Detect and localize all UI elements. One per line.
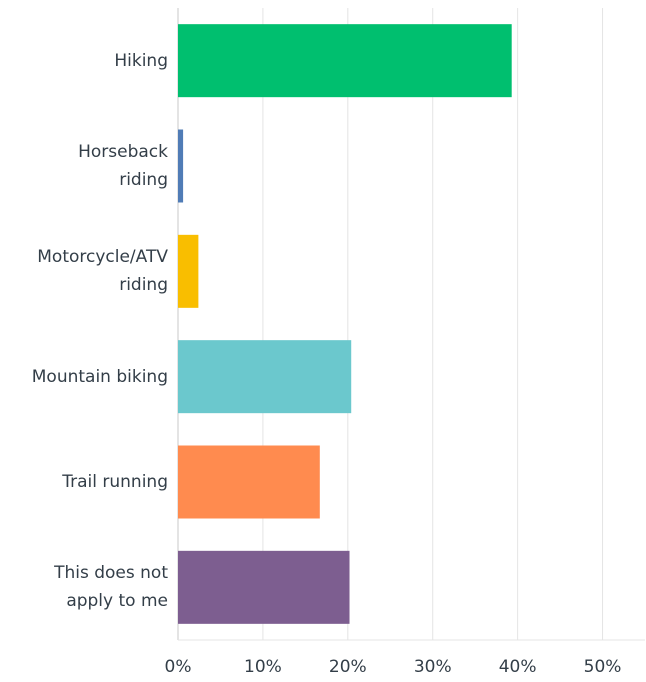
category-label: Motorcycle/ATV riding: [37, 247, 168, 296]
x-tick-label: 40%: [499, 657, 537, 677]
bar: [178, 340, 352, 414]
bar: [178, 129, 184, 203]
bar: [178, 445, 320, 519]
x-tick-label: 50%: [584, 657, 622, 677]
x-tick-label: 30%: [414, 657, 452, 677]
category-label: Hiking: [114, 50, 168, 71]
category-label: This does not apply to me: [54, 563, 168, 612]
category-label: Horseback riding: [78, 142, 168, 190]
category-label: Trail running: [62, 472, 168, 492]
x-tick-label: 0%: [165, 657, 192, 677]
bar: [178, 550, 350, 624]
category-label: Mountain biking: [31, 366, 168, 387]
bar: [178, 24, 512, 98]
bar: [178, 234, 199, 308]
x-tick-label: 10%: [244, 657, 282, 677]
x-tick-label: 20%: [329, 657, 367, 677]
